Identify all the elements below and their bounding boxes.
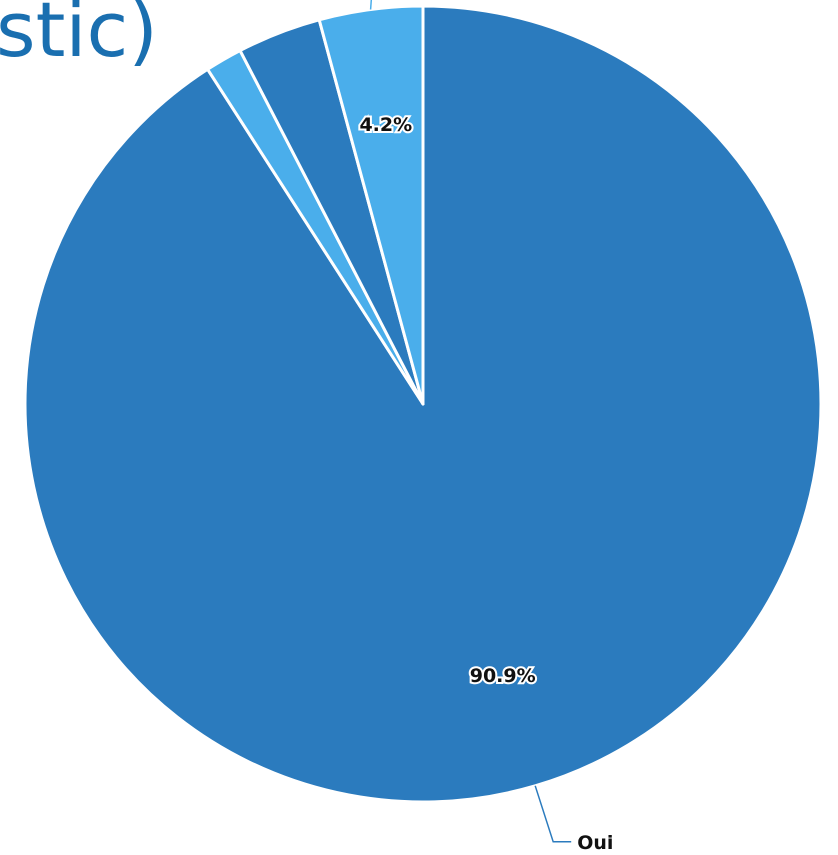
- data-labels: 90.9% Oui 4.2%: [357, 112, 613, 854]
- data-label: 4.2%: [359, 114, 412, 136]
- category-label: Oui: [577, 832, 613, 854]
- pie-slice-4: [317, 4, 425, 406]
- leader-line: [534, 785, 572, 843]
- chart-title-fragment: stic): [0, 0, 158, 74]
- pie-slices: [23, 4, 823, 804]
- leader-lines: [369, 0, 572, 843]
- data-label: 90.9%: [470, 665, 536, 687]
- leader-line: [369, 0, 373, 10]
